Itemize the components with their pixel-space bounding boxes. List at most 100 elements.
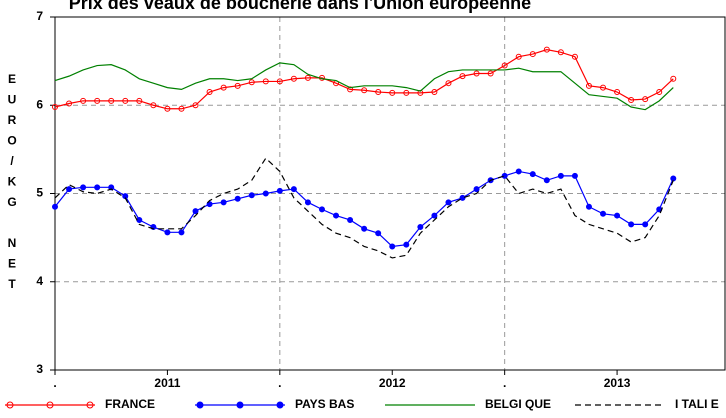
series-line	[54, 49, 674, 110]
legend-label: BELGI QUE	[485, 397, 551, 411]
point	[80, 97, 87, 104]
legend-marker	[196, 401, 204, 409]
point	[585, 203, 592, 210]
point	[333, 212, 340, 219]
point	[670, 175, 677, 182]
point	[248, 192, 255, 199]
point	[473, 70, 480, 77]
point	[389, 243, 396, 250]
y-tick-label: 4	[36, 274, 43, 288]
point	[656, 89, 663, 96]
point	[66, 100, 73, 107]
point	[431, 212, 438, 219]
point	[571, 172, 578, 179]
point	[375, 89, 382, 96]
point	[600, 84, 607, 91]
point	[403, 89, 410, 96]
x-tick-label: 2011	[154, 376, 180, 390]
point	[122, 97, 129, 104]
point	[473, 186, 480, 193]
point	[543, 177, 550, 184]
point	[290, 186, 297, 193]
point	[459, 194, 466, 201]
point	[347, 216, 354, 223]
point	[628, 96, 635, 103]
point	[178, 105, 185, 112]
y-tick-label: 7	[36, 9, 43, 23]
point	[445, 199, 452, 206]
point	[80, 184, 87, 191]
series-line	[54, 170, 674, 248]
point	[501, 172, 508, 179]
point	[431, 89, 438, 96]
point	[557, 49, 564, 56]
series-line	[54, 157, 674, 259]
point	[304, 74, 311, 81]
point	[389, 89, 396, 96]
point	[206, 89, 213, 96]
point	[94, 97, 101, 104]
legend-marker	[46, 401, 54, 409]
point	[52, 203, 58, 210]
point	[529, 171, 536, 178]
x-tick-label: 2013	[604, 376, 631, 390]
point	[614, 89, 621, 96]
point	[543, 46, 550, 53]
point	[361, 87, 368, 94]
y-tick-label: 3	[36, 362, 43, 376]
point	[164, 105, 171, 112]
point	[192, 208, 199, 215]
point	[94, 184, 101, 191]
point	[192, 102, 199, 109]
chart-title: Prix des veaux de boucherie dans l'Union…	[69, 0, 531, 13]
point	[642, 221, 649, 228]
point	[361, 225, 368, 232]
point	[178, 229, 185, 236]
series-line	[54, 62, 674, 111]
point	[628, 221, 635, 228]
point	[501, 62, 508, 69]
point	[571, 53, 578, 60]
point	[585, 82, 592, 89]
legend-marker	[236, 401, 244, 409]
x-tick-label: .	[503, 376, 506, 390]
point	[262, 190, 269, 197]
point	[234, 195, 241, 202]
point	[515, 168, 522, 175]
point	[248, 79, 255, 86]
point	[557, 172, 564, 179]
point	[515, 53, 522, 60]
y-tick-label: 5	[36, 186, 43, 200]
legend-label: I TALI E	[675, 397, 719, 411]
point	[220, 84, 227, 91]
point	[220, 199, 227, 206]
point	[347, 86, 354, 93]
point	[445, 80, 452, 87]
point	[52, 104, 58, 111]
x-tick-label: .	[278, 376, 281, 390]
point	[417, 224, 424, 231]
point	[234, 82, 241, 89]
point	[276, 187, 283, 194]
point	[290, 75, 297, 82]
point	[529, 51, 536, 58]
legend-label: PAYS BAS	[295, 397, 354, 411]
plot-frame	[54, 16, 726, 371]
legend-marker	[6, 401, 14, 409]
point	[108, 97, 115, 104]
point	[66, 186, 73, 193]
point	[318, 206, 325, 213]
legend-marker	[276, 401, 284, 409]
x-tick-label: .	[53, 376, 56, 390]
point	[459, 73, 466, 80]
y-tick-label: 6	[36, 97, 43, 111]
point	[375, 230, 382, 237]
point	[206, 201, 213, 208]
legend-label: FRANCE	[105, 397, 155, 411]
point	[304, 199, 311, 206]
point	[642, 96, 649, 103]
point	[164, 229, 171, 236]
point	[136, 97, 143, 104]
